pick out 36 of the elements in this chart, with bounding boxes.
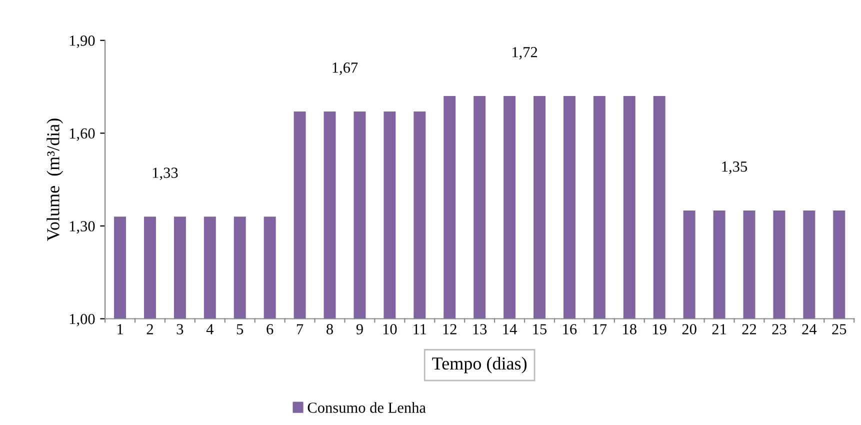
x-tick-label: 23 [772,324,786,334]
legend-label: Consumo de Lenha [308,402,426,413]
x-tick-label: 5 [236,324,244,334]
annotation: 1,67 [332,62,358,75]
x-tick-label: 2 [146,324,153,334]
x-tick-label: 20 [682,324,696,334]
x-tick-label: 7 [296,324,304,334]
x-tick-label: 9 [356,324,363,334]
x-tick-label: 21 [712,324,726,334]
x-tick-label: 22 [742,324,756,334]
x-tick-label: 10 [383,324,397,334]
x-tick-label: 19 [653,324,666,334]
x-tick-label: 11 [414,324,426,334]
x-tick-label: 8 [326,324,333,334]
x-tick-label: 6 [266,324,274,334]
x-tick-label: 4 [206,324,214,334]
x-tick-label: 16 [563,324,577,334]
y-tick-label: 1,30 [70,221,95,234]
x-tick-label: 15 [533,324,547,334]
x-tick-label: 12 [443,324,456,334]
x-axis-title: Tempo (dias) [432,356,527,374]
annotation: 1,33 [152,168,178,180]
x-tick-label: 1 [118,324,123,334]
x-tick-label: 25 [832,324,846,334]
x-tick-label: 3 [176,324,184,334]
x-tick-label: 14 [503,324,517,334]
y-tick-label: 1,00 [70,314,95,326]
annotation: 1,35 [722,161,748,174]
annotation: 1,72 [512,47,538,60]
y-axis-title: Volume (m³/dia) [46,118,64,242]
x-tick-label: 13 [473,324,487,334]
x-tick-label: 18 [623,324,636,334]
y-tick-label: 1,60 [70,128,95,141]
x-tick-label: 17 [593,324,607,334]
y-tick-label: 1,90 [70,36,95,48]
x-tick-label: 24 [802,324,817,334]
